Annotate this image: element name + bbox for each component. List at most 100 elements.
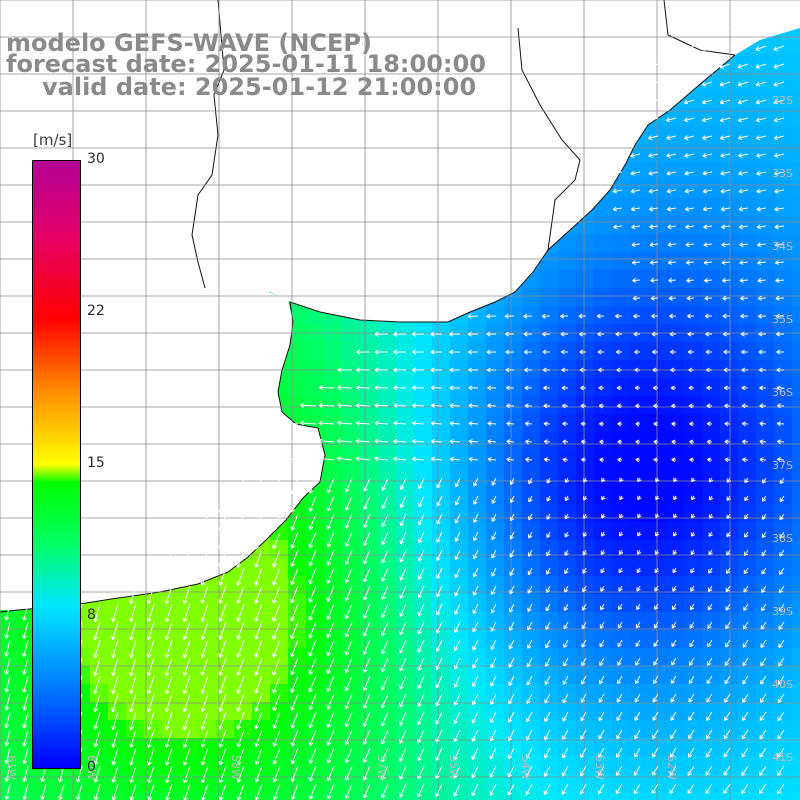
wind-speed-cell: [576, 378, 594, 396]
wind-arrow: [489, 729, 497, 742]
wind-arrow: [453, 639, 461, 652]
wind-speed-cell: [522, 396, 540, 414]
wind-arrow: [362, 657, 371, 673]
wind-speed-cell: [702, 180, 720, 198]
wind-arrow: [742, 457, 749, 463]
wind-arrow: [632, 295, 641, 301]
wind-arrow: [774, 224, 785, 230]
wind-speed-cell: [558, 432, 576, 450]
wind-arrow: [666, 153, 677, 158]
wind-arrow: [326, 603, 335, 620]
wind-speed-cell: [306, 522, 324, 540]
wind-arrow: [344, 585, 353, 602]
wind-arrow: [612, 188, 623, 194]
wind-speed-cell: [378, 738, 396, 756]
wind-arrow: [773, 45, 785, 51]
wind-arrow: [671, 457, 677, 463]
wind-speed-cell: [324, 486, 342, 504]
wind-arrow: [527, 549, 533, 557]
wind-speed-cell: [144, 774, 162, 792]
wind-speed-cell: [702, 234, 720, 252]
wind-speed-cell: [576, 702, 594, 720]
wind-speed-cell: [126, 738, 144, 756]
wind-speed-cell: [270, 792, 288, 800]
wind-speed-cell: [468, 432, 486, 450]
wind-arrow: [630, 170, 641, 176]
wind-arrow: [200, 585, 209, 604]
wind-speed-cell: [738, 108, 756, 126]
wind-arrow: [336, 456, 353, 462]
wind-arrow: [737, 9, 749, 16]
wind-arrow: [436, 531, 443, 543]
wind-speed-cell: [558, 792, 576, 800]
wind-arrow: [393, 420, 407, 426]
wind-speed-cell: [288, 774, 306, 792]
wind-arrow: [669, 765, 677, 776]
wind-speed-cell: [774, 234, 792, 252]
wind-speed-cell: [684, 396, 702, 414]
wind-arrow: [290, 657, 299, 676]
wind-arrow: [616, 385, 623, 391]
wind-speed-cell: [774, 36, 792, 54]
wind-speed-cell: [324, 360, 342, 378]
wind-arrow: [491, 513, 497, 522]
wind-arrow: [760, 675, 767, 685]
wind-arrow: [399, 693, 407, 708]
wind-arrow: [581, 639, 587, 648]
wind-arrow: [617, 639, 623, 648]
wind-arrow: [491, 549, 497, 559]
wind-speed-cell: [738, 612, 756, 630]
wind-speed-cell: [792, 342, 800, 360]
wind-arrow: [738, 153, 749, 158]
wind-speed-cell: [666, 126, 684, 144]
wind-arrow: [417, 603, 425, 617]
wind-arrow: [775, 313, 785, 319]
wind-speed-cell: [576, 666, 594, 684]
wind-arrow: [647, 117, 659, 123]
wind-speed-cell: [216, 738, 234, 756]
wind-arrow: [650, 295, 659, 301]
wind-speed-cell: [504, 792, 522, 800]
wind-arrow: [435, 693, 443, 707]
wind-speed-cell: [684, 540, 702, 558]
wind-speed-cell: [162, 774, 180, 792]
wind-speed-cell: [414, 684, 432, 702]
wind-speed-cell: [720, 774, 738, 792]
wind-arrow: [490, 657, 497, 669]
wind-arrow: [236, 477, 245, 496]
wind-speed-cell: [288, 522, 306, 540]
wind-speed-cell: [126, 792, 144, 800]
wind-arrow: [290, 639, 299, 658]
wind-speed-cell: [90, 738, 108, 756]
wind-speed-cell: [180, 594, 198, 612]
wind-arrow: [561, 783, 569, 795]
wind-speed-cell: [396, 612, 414, 630]
wind-arrow: [687, 349, 694, 355]
wind-arrow: [362, 639, 371, 655]
wind-speed-cell: [756, 162, 774, 180]
wind-speed-cell: [684, 306, 702, 324]
wind-arrow: [701, 99, 713, 105]
wind-speed-cell: [234, 666, 252, 684]
wind-arrow: [254, 693, 263, 712]
wind-speed-cell: [450, 450, 468, 468]
wind-speed-cell: [612, 306, 630, 324]
wind-speed-cell: [342, 738, 360, 756]
lat-label: 40S: [772, 678, 793, 691]
wind-speed-cell: [738, 90, 756, 108]
wind-speed-cell: [216, 684, 234, 702]
wind-speed-cell: [486, 630, 504, 648]
wind-arrow: [4, 675, 11, 693]
wind-arrow: [146, 621, 155, 640]
wind-arrow: [613, 224, 623, 230]
wind-speed-cell: [468, 756, 486, 774]
wind-speed-cell: [702, 162, 720, 180]
wind-arrow: [507, 765, 515, 778]
wind-arrow: [719, 45, 731, 51]
wind-arrow: [507, 711, 515, 723]
wind-arrow: [218, 639, 227, 658]
wind-speed-cell: [342, 468, 360, 486]
wind-arrow: [326, 585, 335, 602]
wind-arrow: [454, 549, 461, 561]
wind-arrow: [344, 639, 353, 656]
